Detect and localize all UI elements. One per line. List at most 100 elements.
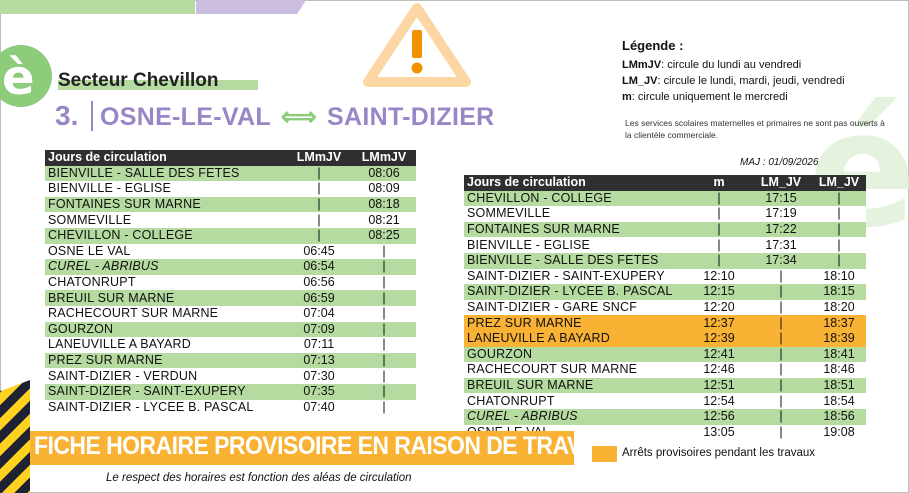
time-cell: 12:51 [688, 377, 750, 394]
time-cell: 08:06 [352, 165, 416, 182]
column-header: LM_JV [750, 175, 812, 191]
column-header: Jours de circulation [45, 150, 286, 166]
time-cell: 12:20 [688, 299, 750, 316]
table-row: SAINT-DIZIER - SAINT-EXUPERY 12:10 | 18:10 [464, 268, 866, 285]
time-cell: 08:25 [352, 227, 416, 244]
table-header-row: Jours de circulation LMmJV LMmJV [45, 150, 416, 166]
sector-highlight [58, 80, 258, 90]
table-row: BREUIL SUR MARNE 12:51 | 18:51 [464, 377, 866, 394]
time-cell: | [352, 383, 416, 400]
time-cell: 18:54 [812, 393, 866, 409]
time-cell: 06:59 [286, 290, 352, 306]
stop-name: RACHECOURT SUR MARNE [45, 305, 286, 322]
time-cell: 06:45 [286, 243, 352, 260]
time-cell: 18:41 [812, 346, 866, 363]
table-row: CHATONRUPT 12:54 | 18:54 [464, 393, 866, 409]
table-row: RACHECOURT SUR MARNE 07:04 | [45, 305, 416, 322]
time-cell: 18:46 [812, 362, 866, 378]
provisional-banner-text: FICHE HORAIRE PROVISOIRE EN RAISON DE TR… [34, 432, 627, 460]
table-row: BREUIL SUR MARNE 06:59 | [45, 290, 416, 306]
decorative-hazard-stripes [0, 380, 30, 493]
stop-name: CUREL - ABRIBUS [45, 259, 286, 275]
brand-e-logo-icon: è [2, 50, 35, 106]
column-header: LM_JV [812, 175, 866, 191]
time-cell: | [286, 181, 352, 197]
legend-item: m: circule uniquement le mercredi [622, 91, 788, 103]
stop-name: SAINT-DIZIER - SAINT-EXUPERY [464, 268, 688, 285]
table-row: CUREL - ABRIBUS 06:54 | [45, 259, 416, 275]
stop-name: CUREL - ABRIBUS [464, 408, 688, 425]
time-cell: 12:15 [688, 284, 750, 300]
stop-name: CHEVILLON - COLLEGE [45, 227, 286, 244]
route-destination: SAINT-DIZIER [327, 103, 495, 131]
legend-title: Légende : [622, 38, 684, 53]
time-cell: | [286, 165, 352, 182]
inbound-timetable: Jours de circulation m LM_JV LM_JV CHEVI… [464, 175, 866, 441]
time-cell: | [352, 368, 416, 384]
route-title: OSNE-LE-VAL ⟺ SAINT-DIZIER [100, 102, 495, 132]
time-cell: | [688, 237, 750, 253]
time-cell: 17:19 [750, 206, 812, 222]
provisional-banner [30, 431, 574, 465]
time-cell: 07:35 [286, 383, 352, 400]
time-cell: | [688, 252, 750, 269]
table-row: CUREL - ABRIBUS 12:56 | 18:56 [464, 408, 866, 425]
stop-name: SAINT-DIZIER - LYCEE B. PASCAL [464, 284, 688, 300]
stop-name: SOMMEVILLE [45, 212, 286, 228]
table-row: FONTAINES SUR MARNE | 08:18 [45, 196, 416, 213]
line-number: 3. [55, 100, 79, 131]
stop-name: SAINT-DIZIER - SAINT-EXUPERY [45, 383, 286, 400]
stop-name: GOURZON [464, 346, 688, 363]
stop-name: RACHECOURT SUR MARNE [464, 362, 688, 378]
time-cell: | [286, 227, 352, 244]
time-cell: 18:56 [812, 408, 866, 425]
time-cell: | [812, 190, 866, 207]
table-row: CHATONRUPT 06:56 | [45, 274, 416, 291]
time-cell: 12:37 [688, 315, 750, 331]
time-cell: 12:39 [688, 330, 750, 347]
stop-name: BREUIL SUR MARNE [45, 290, 286, 306]
stop-name: BIENVILLE - SALLE DES FETES [464, 252, 688, 269]
time-cell: | [750, 377, 812, 394]
table-row: SOMMEVILLE | 17:19 | [464, 206, 866, 222]
time-cell: 18:10 [812, 268, 866, 285]
stop-name: SAINT-DIZIER - LYCEE B. PASCAL [45, 399, 286, 416]
route-origin: OSNE-LE-VAL [100, 103, 271, 131]
table-row: SAINT-DIZIER - GARE SNCF 12:20 | 18:20 [464, 299, 866, 316]
time-cell: | [750, 408, 812, 425]
time-cell: | [352, 321, 416, 338]
stop-name: SAINT-DIZIER - VERDUN [45, 368, 286, 384]
table-header-row: Jours de circulation m LM_JV LM_JV [464, 175, 866, 191]
time-cell: 07:09 [286, 321, 352, 338]
time-cell: 12:54 [688, 393, 750, 409]
provisional-swatch [592, 446, 617, 462]
sector-title: Secteur Chevillon [58, 70, 219, 91]
table-row: GOURZON 07:09 | [45, 321, 416, 338]
update-date: MAJ : 01/09/2026 [740, 157, 819, 168]
stop-name: PREZ SUR MARNE [45, 352, 286, 369]
time-cell: 07:04 [286, 305, 352, 322]
time-cell: | [352, 399, 416, 416]
stop-name: CHATONRUPT [464, 393, 688, 409]
time-cell: 12:56 [688, 408, 750, 425]
stop-name: GOURZON [45, 321, 286, 338]
time-cell: | [750, 362, 812, 378]
time-cell: | [286, 196, 352, 213]
time-cell: | [812, 221, 866, 238]
column-header: LMmJV [286, 150, 352, 166]
decorative-purple-band [196, 0, 306, 14]
time-cell: 17:15 [750, 190, 812, 207]
stop-name: BIENVILLE - EGLISE [464, 237, 688, 253]
table-row: PREZ SUR MARNE 12:37 | 18:37 [464, 315, 866, 331]
time-cell: 17:31 [750, 237, 812, 253]
time-cell: | [352, 352, 416, 369]
stop-name: LANEUVILLE A BAYARD [464, 330, 688, 347]
time-cell: | [812, 252, 866, 269]
time-cell: 18:15 [812, 284, 866, 300]
double-arrow-icon: ⟺ [280, 103, 318, 131]
time-cell: 07:40 [286, 399, 352, 416]
time-cell: 19:08 [812, 424, 866, 441]
stop-name: SOMMEVILLE [464, 206, 688, 222]
time-cell: 17:34 [750, 252, 812, 269]
time-cell: | [352, 305, 416, 322]
